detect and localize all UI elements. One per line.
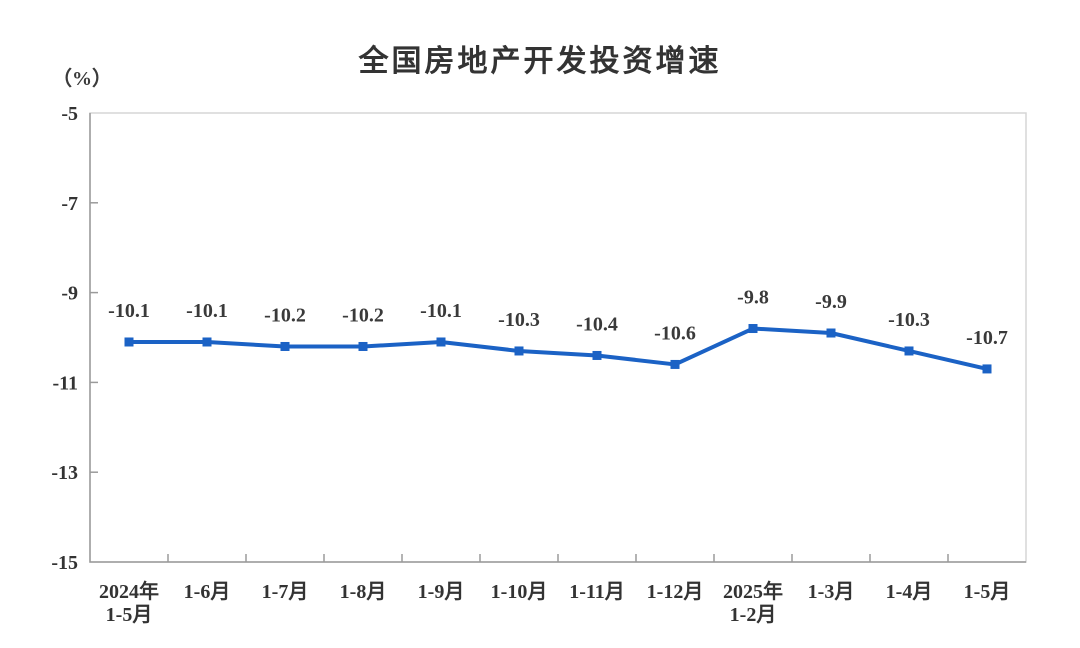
x-tick-label: 1-6月 <box>184 581 231 603</box>
y-tick-label: -5 <box>61 103 78 125</box>
data-point-marker <box>748 324 758 334</box>
data-label: -10.7 <box>966 327 1008 349</box>
data-label: -10.6 <box>654 322 696 344</box>
x-tick-label: 1-3月 <box>808 581 855 603</box>
x-tick-label: 2025年 <box>723 579 783 603</box>
data-label: -10.2 <box>342 304 384 326</box>
data-label: -10.3 <box>498 309 540 331</box>
data-label: -10.4 <box>576 313 618 335</box>
data-point-marker <box>592 350 602 360</box>
data-point-marker <box>280 341 290 351</box>
x-tick-label: 1-9月 <box>418 581 465 603</box>
data-point-marker <box>358 341 368 351</box>
x-tick-label: 1-5月 <box>106 604 153 626</box>
data-point-marker <box>670 359 680 369</box>
data-label: -10.2 <box>264 304 306 326</box>
x-tick-label: 1-10月 <box>491 581 548 603</box>
plot-area-border <box>89 112 1027 563</box>
data-point-marker <box>202 337 212 347</box>
data-point-marker <box>436 337 446 347</box>
data-label: -10.1 <box>420 300 462 322</box>
y-tick-label: -9 <box>61 283 78 305</box>
data-label: -9.8 <box>737 287 769 309</box>
data-label: -9.9 <box>815 291 847 313</box>
data-point-marker <box>514 346 524 356</box>
x-tick-label: 1-2月 <box>730 604 777 626</box>
data-label: -10.1 <box>186 300 228 322</box>
data-point-marker <box>904 346 914 356</box>
x-tick-label: 1-12月 <box>647 581 704 603</box>
x-tick-label: 2024年 <box>99 579 159 603</box>
series-line <box>127 326 989 371</box>
x-tick-label: 1-11月 <box>569 581 625 603</box>
y-axis-unit-label: （%） <box>52 68 112 90</box>
y-tick-label: -7 <box>61 193 78 215</box>
y-tick-label: -13 <box>51 462 78 484</box>
axis-lines <box>89 113 1026 563</box>
y-tick-label: -11 <box>52 372 78 394</box>
y-tick-label: -15 <box>51 552 78 574</box>
x-tick-label: 1-5月 <box>964 581 1011 603</box>
x-tick-label: 1-4月 <box>886 581 933 603</box>
x-tick-label: 1-8月 <box>340 581 387 603</box>
data-point-marker <box>124 337 134 347</box>
data-point-marker <box>982 364 992 374</box>
data-point-marker <box>826 328 836 338</box>
data-label: -10.1 <box>108 300 150 322</box>
chart-title: 全国房地产开发投资增速 <box>358 45 722 78</box>
data-label: -10.3 <box>888 309 930 331</box>
x-tick-label: 1-7月 <box>262 581 309 603</box>
